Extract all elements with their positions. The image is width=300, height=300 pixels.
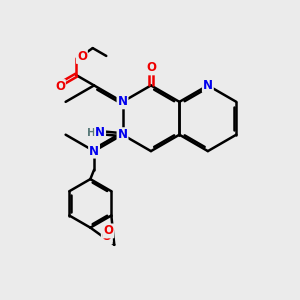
Text: N: N xyxy=(203,79,213,92)
Text: O: O xyxy=(77,50,87,63)
Text: O: O xyxy=(102,230,112,244)
Text: N: N xyxy=(89,145,99,158)
Text: N: N xyxy=(95,126,105,139)
Text: N: N xyxy=(118,128,128,141)
Text: O: O xyxy=(55,80,65,93)
Text: O: O xyxy=(103,224,113,237)
Text: H: H xyxy=(87,128,96,138)
Text: N: N xyxy=(118,95,128,108)
Text: O: O xyxy=(146,61,156,74)
